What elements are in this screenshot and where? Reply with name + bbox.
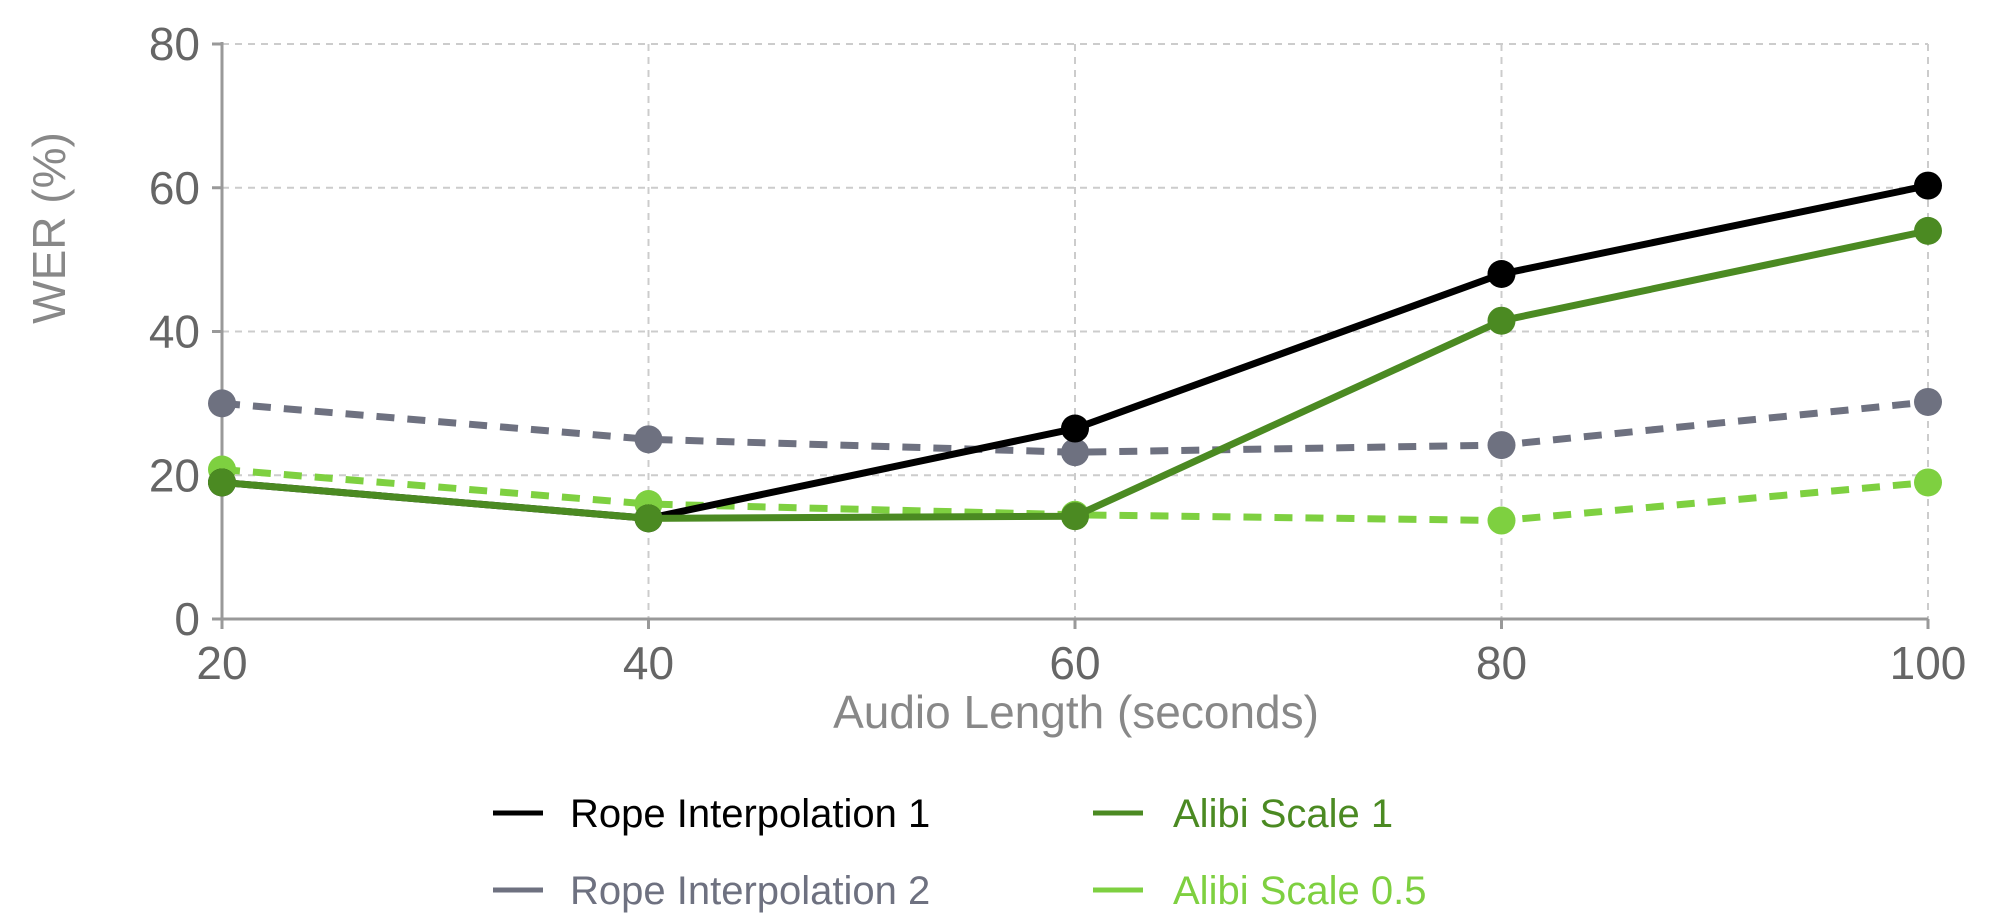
legend-item[interactable]: Alibi Scale 0.5	[1093, 869, 1426, 913]
data-point[interactable]	[1061, 414, 1089, 443]
y-tick-label: 80	[149, 18, 200, 70]
data-point[interactable]	[634, 425, 663, 454]
legend-label: Rope Interpolation 1	[570, 792, 930, 836]
grid	[222, 43, 1929, 619]
series-layer	[208, 171, 1942, 535]
data-point[interactable]	[1914, 216, 1942, 245]
data-point[interactable]	[1487, 431, 1516, 460]
data-point[interactable]	[1914, 171, 1942, 200]
x-tick-label: 100	[1890, 637, 1967, 689]
data-point[interactable]	[1487, 260, 1516, 288]
x-tick-label: 20	[196, 637, 247, 689]
data-point[interactable]	[1487, 506, 1516, 535]
data-point[interactable]	[634, 504, 663, 533]
legend-label: Alibi Scale 1	[1173, 792, 1393, 836]
y-tick-labels: 0 20 40 60 80	[149, 18, 200, 645]
y-tick-label: 60	[149, 162, 200, 214]
x-tick-label: 80	[1476, 637, 1527, 689]
data-point[interactable]	[1487, 306, 1516, 335]
y-tick-label: 0	[174, 593, 200, 645]
legend-label: Alibi Scale 0.5	[1173, 869, 1426, 913]
data-point[interactable]	[208, 468, 236, 497]
y-axis-label: WER (%)	[23, 132, 75, 324]
legend-label: Rope Interpolation 2	[570, 869, 930, 913]
data-point[interactable]	[1061, 502, 1089, 531]
data-point[interactable]	[1061, 438, 1089, 467]
legend-item[interactable]: Alibi Scale 1	[1093, 792, 1393, 836]
y-tick-label: 40	[149, 306, 200, 358]
y-tick-label: 20	[149, 449, 200, 501]
data-point[interactable]	[1914, 387, 1942, 416]
legend-item[interactable]: Rope Interpolation 1	[493, 792, 930, 836]
series-line	[221, 182, 1929, 522]
series-alibi-scale-1	[208, 216, 1942, 533]
legend: Rope Interpolation 1 Rope Interpolation …	[493, 792, 1426, 913]
series-rope-interpolation-2	[208, 387, 1942, 467]
x-tick-label: 40	[623, 637, 674, 689]
data-point[interactable]	[208, 389, 236, 418]
data-point[interactable]	[1914, 468, 1942, 497]
x-axis-label: Audio Length (seconds)	[833, 686, 1319, 738]
axes	[212, 42, 1930, 629]
legend-item[interactable]: Rope Interpolation 2	[493, 869, 930, 913]
x-tick-labels: 20 40 60 80 100	[196, 637, 1966, 689]
x-tick-label: 60	[1049, 637, 1100, 689]
